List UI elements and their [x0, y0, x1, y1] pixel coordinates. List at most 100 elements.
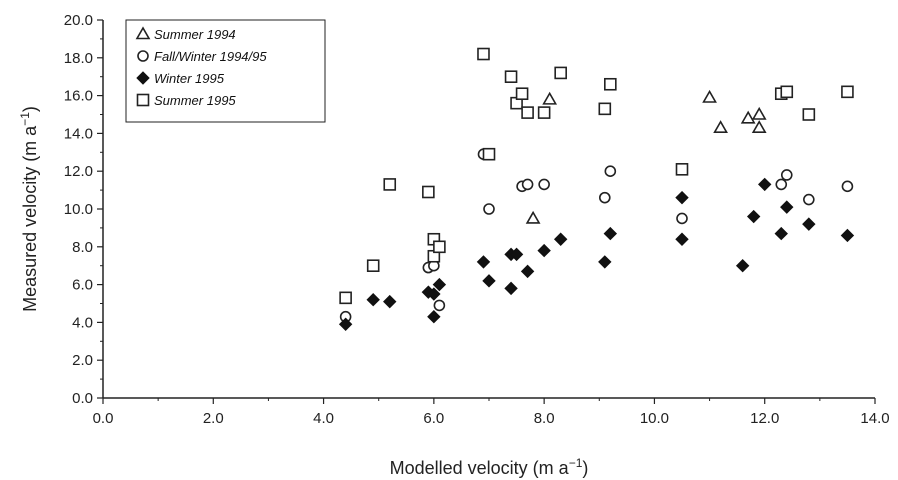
data-point: [383, 294, 397, 309]
y-tick-label: 6.0: [72, 277, 93, 294]
data-point: [780, 169, 793, 181]
data-point: [482, 147, 496, 161]
legend-marker: [136, 93, 150, 107]
data-point: [366, 259, 380, 273]
data-point: [338, 317, 353, 331]
x-tick-label: 4.0: [313, 410, 334, 427]
y-tick-label: 12.0: [64, 163, 93, 180]
data-point: [675, 232, 689, 246]
data-point: [422, 185, 435, 199]
data-point: [746, 209, 761, 224]
y-tick-label: 14.0: [64, 125, 93, 142]
data-point: [433, 299, 446, 312]
data-point: [554, 66, 567, 80]
data-point: [802, 217, 816, 231]
data-point: [482, 274, 496, 288]
y-tick-label: 4.0: [72, 314, 93, 331]
data-point: [751, 106, 767, 120]
legend-label: Summer 1994: [154, 27, 236, 42]
data-point: [537, 106, 551, 119]
series-3: [339, 47, 854, 305]
y-tick-label: 0.0: [72, 390, 93, 407]
data-point: [521, 106, 534, 119]
legend-label: Summer 1995: [154, 93, 236, 108]
data-point: [841, 85, 854, 99]
data-point: [538, 178, 550, 191]
y-tick-label: 2.0: [72, 352, 93, 369]
y-ticks: 0.0 2.0 4.0 6.0 8.0 10.0 12.0 14.0 16.0 18.0 20.0: [64, 12, 103, 407]
data-point: [483, 203, 495, 215]
data-point: [758, 177, 772, 192]
data-point: [802, 108, 816, 121]
x-tick-label: 14.0: [860, 410, 889, 427]
y-axis-title-superscript: −1: [18, 112, 32, 126]
data-point: [735, 258, 750, 273]
data-point: [604, 77, 617, 91]
data-point: [521, 178, 534, 191]
data-point: [598, 255, 612, 269]
data-point: [520, 264, 535, 279]
data-point: [433, 240, 446, 254]
x-tick-label: 12.0: [750, 410, 779, 427]
data-point: [702, 89, 717, 103]
data-point: [504, 281, 518, 296]
data-point: [675, 190, 689, 205]
data-point: [339, 291, 352, 305]
data-point: [598, 191, 611, 204]
data-point: [553, 232, 568, 246]
data-point: [604, 165, 617, 177]
data-point: [713, 120, 728, 134]
data-point: [383, 178, 397, 191]
data-point: [676, 212, 688, 225]
data-points: [338, 47, 855, 331]
data-point: [598, 102, 612, 116]
y-tick-label: 20.0: [64, 12, 93, 29]
data-point: [740, 110, 756, 124]
data-point: [780, 85, 794, 99]
data-point: [751, 120, 767, 134]
data-point: [803, 193, 815, 206]
y-axis-title-end: ): [20, 106, 40, 112]
data-point: [476, 255, 491, 269]
data-point: [477, 47, 490, 61]
y-tick-label: 10.0: [64, 201, 93, 218]
data-point: [841, 180, 854, 193]
legend-marker: [135, 26, 151, 40]
y-tick-label: 8.0: [72, 239, 93, 256]
data-point: [840, 228, 855, 243]
y-tick-label: 16.0: [64, 88, 93, 105]
series-2: [338, 177, 855, 331]
data-point: [774, 226, 788, 241]
x-ticks: 0.0 2.0 4.0 6.0 8.0 10.0 12.0 14.0: [93, 398, 890, 427]
data-point: [603, 226, 618, 241]
x-tick-label: 0.0: [93, 410, 114, 427]
series-1: [339, 148, 854, 323]
data-point: [504, 70, 518, 83]
x-tick-label: 2.0: [203, 410, 224, 427]
data-point: [366, 293, 380, 307]
x-axis-title-end: ): [582, 458, 588, 478]
x-tick-label: 6.0: [423, 410, 444, 427]
x-tick-label: 10.0: [640, 410, 669, 427]
series-0: [525, 89, 767, 224]
data-point: [780, 200, 794, 214]
data-point: [515, 87, 529, 101]
legend-marker: [137, 50, 149, 62]
x-axis-title: Modelled velocity (m a−1): [390, 456, 589, 478]
x-tick-label: 8.0: [534, 410, 555, 427]
legend-box: [125, 19, 326, 123]
data-point: [775, 178, 788, 191]
data-point: [427, 287, 441, 301]
y-tick-label: 18.0: [64, 50, 93, 67]
data-point: [432, 277, 447, 292]
data-point: [525, 210, 541, 224]
y-axis-title: Measured velocity (m a−1): [18, 106, 40, 312]
data-point: [675, 163, 689, 176]
data-point: [542, 91, 558, 105]
data-point: [509, 247, 524, 262]
x-axis-title-superscript: −1: [569, 456, 583, 470]
legend: Summer 1994 Fall/Winter 1994/95 Winter 199…: [125, 19, 326, 123]
legend-marker: [136, 71, 150, 85]
legend-label: Fall/Winter 1994/95: [154, 49, 267, 64]
